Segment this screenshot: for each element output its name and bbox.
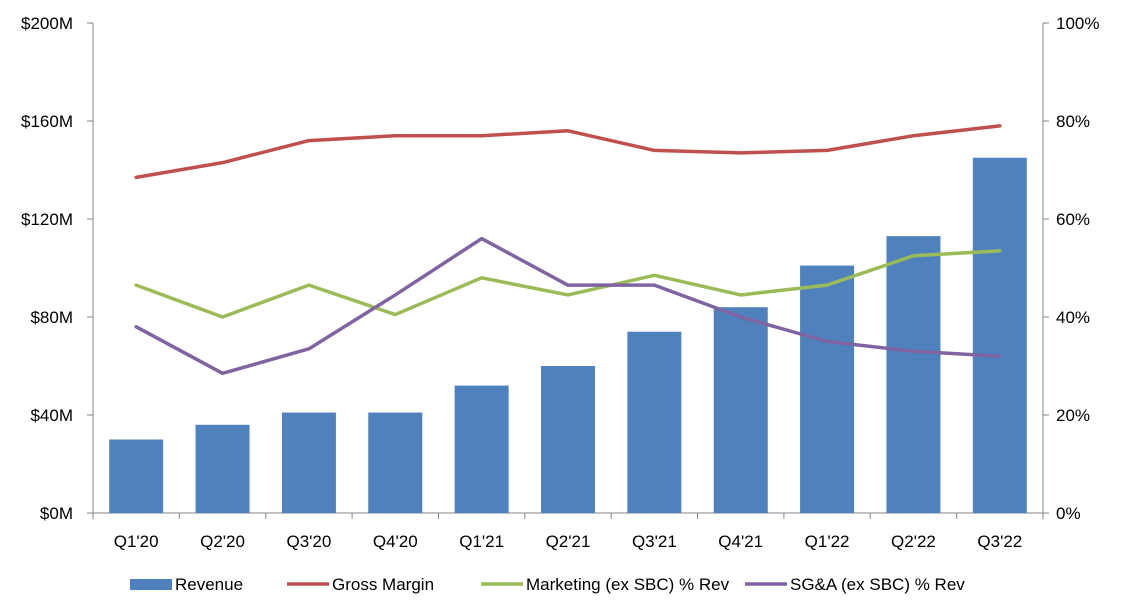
x-tick-label: Q2'21 bbox=[546, 532, 591, 551]
revenue-bar bbox=[368, 412, 423, 513]
y-left-tick-label: $40M bbox=[30, 406, 73, 425]
revenue-bar bbox=[281, 412, 336, 513]
y-left-tick-label: $160M bbox=[21, 112, 73, 131]
gross-margin-line bbox=[134, 124, 1002, 180]
y-right-tick-label: 100% bbox=[1056, 14, 1099, 33]
revenue-bar bbox=[109, 439, 164, 513]
sg-a-ex-sbc-rev-line bbox=[134, 236, 1002, 376]
legend-label: Revenue bbox=[175, 575, 243, 594]
x-tick-label: Q1'20 bbox=[114, 532, 159, 551]
y-right-tick-label: 20% bbox=[1056, 406, 1090, 425]
x-tick-label: Q3'20 bbox=[286, 532, 331, 551]
x-tick-label: Q3'21 bbox=[632, 532, 677, 551]
y-left-tick-label: $0M bbox=[40, 504, 73, 523]
revenue-bar bbox=[972, 157, 1027, 513]
x-tick-label: Q4'20 bbox=[373, 532, 418, 551]
y-left-tick-label: $80M bbox=[30, 308, 73, 327]
y-left-tick-label: $120M bbox=[21, 210, 73, 229]
legend-label: Marketing (ex SBC) % Rev bbox=[526, 575, 730, 594]
y-left-tick-label: $200M bbox=[21, 14, 73, 33]
x-tick-label: Q3'22 bbox=[977, 532, 1022, 551]
legend-swatch-bar bbox=[130, 579, 172, 590]
revenue-bar bbox=[195, 424, 250, 513]
revenue-bar bbox=[541, 366, 595, 513]
x-tick-label: Q2'20 bbox=[200, 532, 245, 551]
marketing-ex-sbc-rev-line bbox=[134, 249, 1002, 319]
revenue-bar bbox=[713, 307, 768, 513]
revenue-bar bbox=[886, 236, 941, 513]
y-right-tick-label: 80% bbox=[1056, 112, 1090, 131]
y-right-tick-label: 40% bbox=[1056, 308, 1090, 327]
legend-label: Gross Margin bbox=[332, 575, 434, 594]
legend-label: SG&A (ex SBC) % Rev bbox=[790, 575, 965, 594]
revenue-bar bbox=[800, 265, 855, 513]
x-tick-label: Q4'21 bbox=[718, 532, 763, 551]
revenue-bar bbox=[627, 331, 682, 513]
revenue-bar bbox=[454, 385, 509, 513]
x-tick-label: Q1'22 bbox=[805, 532, 850, 551]
x-tick-label: Q2'22 bbox=[891, 532, 936, 551]
x-tick-label: Q1'21 bbox=[459, 532, 504, 551]
y-right-tick-label: 60% bbox=[1056, 210, 1090, 229]
y-right-tick-label: 0% bbox=[1056, 504, 1081, 523]
